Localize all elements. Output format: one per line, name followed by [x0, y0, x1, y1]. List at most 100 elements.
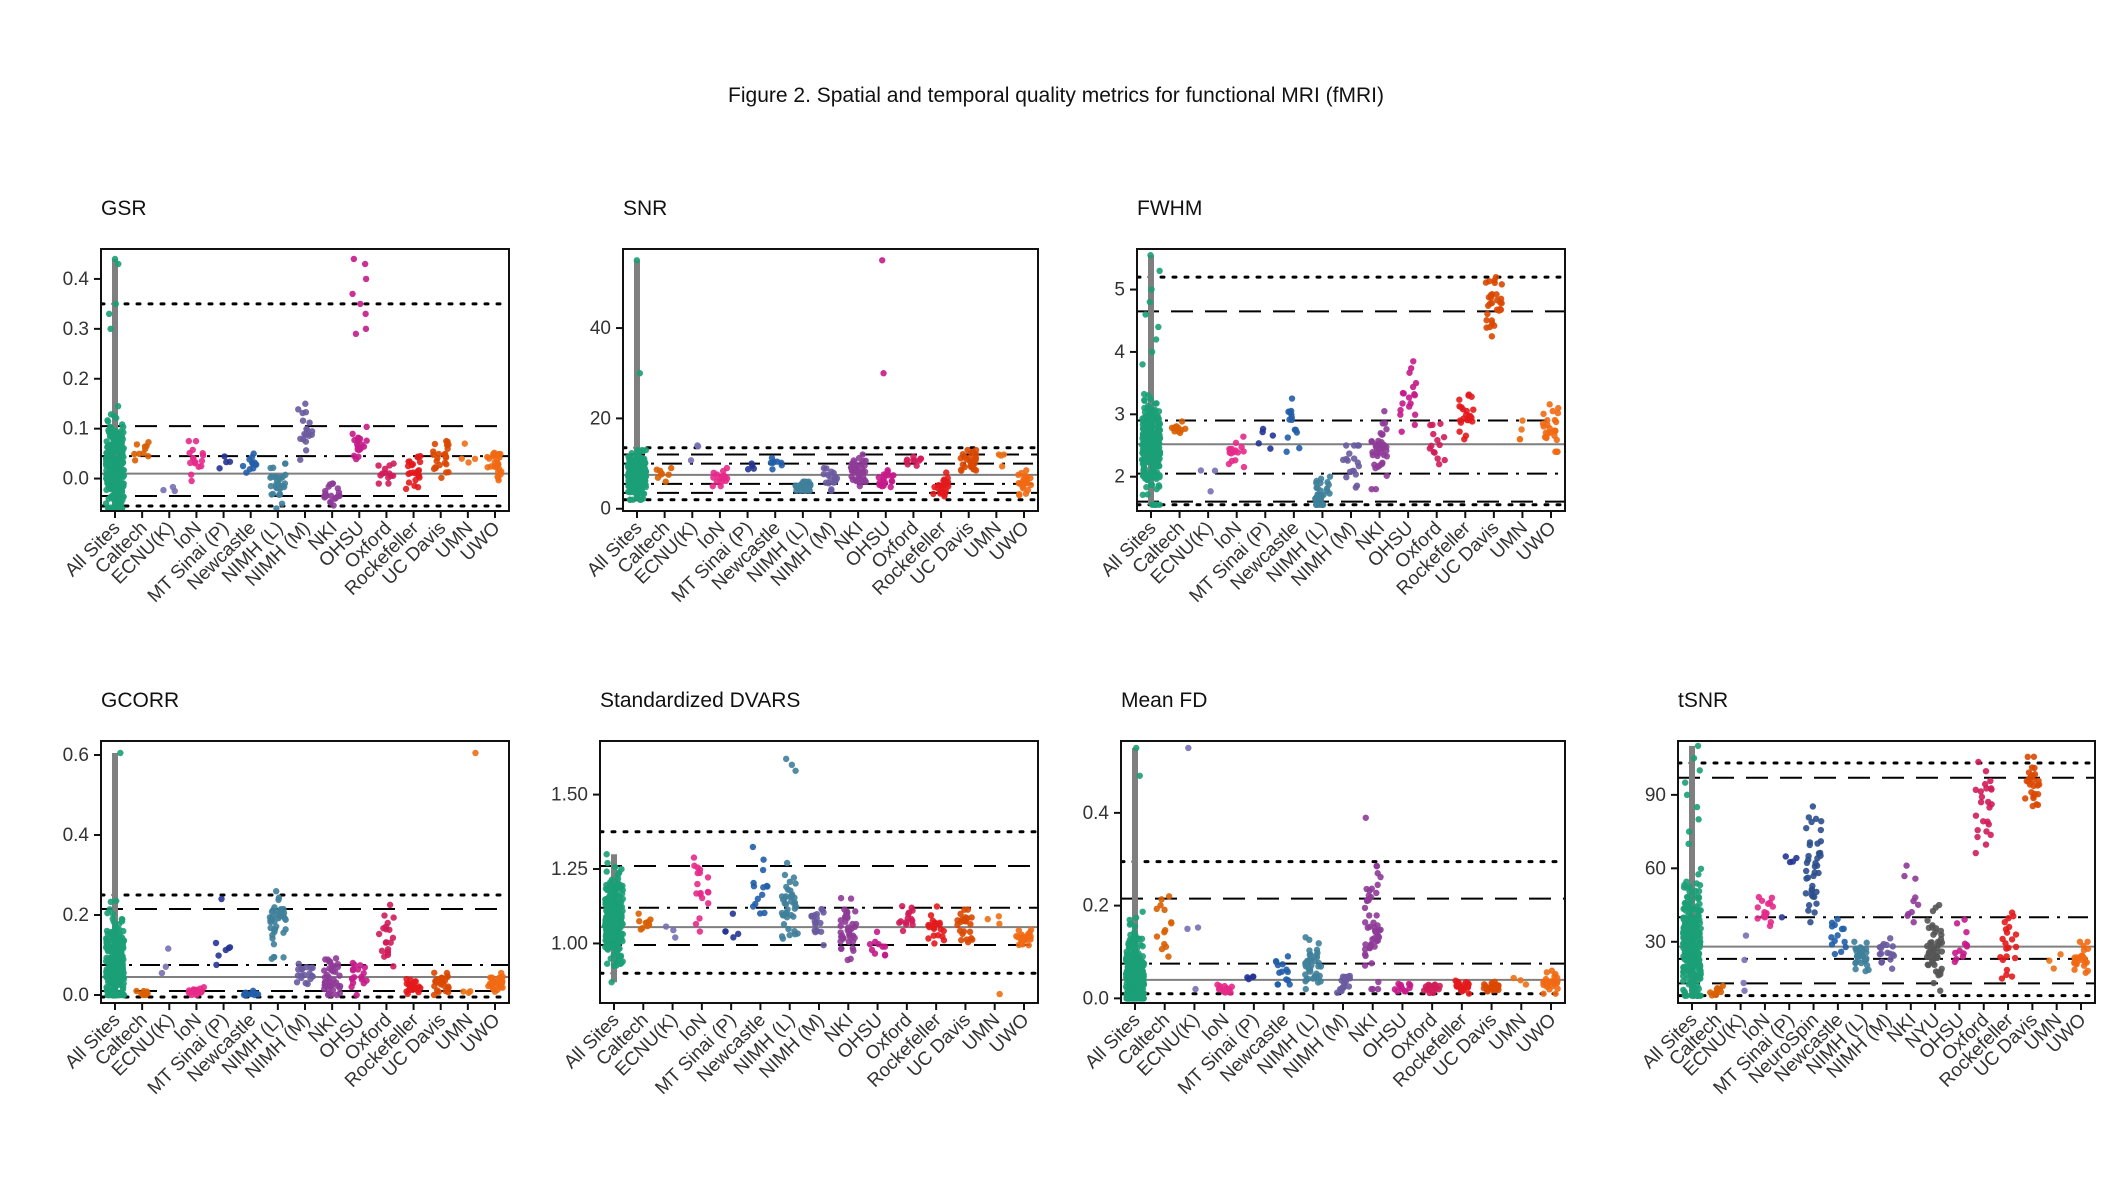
data-point — [302, 431, 310, 438]
data-point — [904, 461, 911, 468]
data-point — [1374, 442, 1382, 449]
range-bar — [112, 258, 118, 509]
data-point — [1312, 501, 1320, 508]
data-point — [1130, 989, 1138, 997]
data-point — [1878, 959, 1885, 966]
data-point — [1974, 826, 1981, 834]
data-point — [2022, 795, 2029, 802]
data-point — [1434, 455, 1441, 462]
data-point — [781, 871, 789, 879]
data-point — [902, 921, 910, 928]
data-point — [1984, 818, 1991, 825]
data-point — [1128, 959, 1136, 967]
data-point — [1361, 919, 1369, 926]
data-point — [145, 452, 152, 460]
data-point — [1302, 985, 1309, 993]
data-point — [1406, 369, 1413, 376]
data-point — [280, 954, 287, 961]
data-point — [1908, 908, 1915, 916]
data-point — [108, 981, 115, 988]
data-point — [658, 470, 665, 477]
data-point — [192, 437, 200, 445]
data-point — [1165, 953, 1172, 960]
data-point — [1695, 956, 1702, 963]
data-point — [1315, 963, 1322, 970]
series-umn — [995, 451, 1008, 470]
data-point — [1802, 867, 1810, 875]
data-point — [274, 480, 282, 487]
data-point — [1457, 987, 1465, 994]
data-point — [1552, 990, 1559, 997]
data-point — [1307, 951, 1314, 958]
data-point — [362, 325, 370, 333]
data-point — [1488, 291, 1496, 298]
data-point — [465, 459, 472, 466]
data-point — [1411, 392, 1419, 399]
data-point — [1144, 429, 1151, 436]
data-point — [1681, 779, 1689, 786]
data-point — [837, 894, 845, 902]
data-point — [1498, 281, 1506, 288]
series-uwo — [2071, 938, 2092, 976]
range-bar — [112, 753, 118, 995]
data-point — [1373, 862, 1381, 870]
data-point — [1024, 486, 1032, 494]
series-caltech — [133, 987, 151, 999]
series-ion — [709, 464, 731, 490]
plot-frame — [599, 740, 1039, 1004]
data-point — [880, 370, 887, 377]
data-point — [2003, 966, 2011, 974]
data-point — [145, 438, 152, 446]
data-point — [269, 464, 277, 471]
data-point — [1249, 973, 1257, 980]
data-point — [119, 940, 126, 948]
data-point — [117, 427, 125, 435]
data-point — [406, 986, 413, 994]
data-point — [102, 460, 110, 467]
data-point — [1814, 855, 1821, 862]
data-point — [1374, 463, 1382, 470]
data-point — [1156, 435, 1164, 442]
data-point — [1809, 803, 1817, 810]
data-point — [118, 450, 126, 458]
data-point — [1131, 923, 1139, 930]
data-point — [1877, 950, 1885, 957]
data-point — [936, 921, 943, 928]
series-umn — [460, 749, 479, 996]
series-umn — [1510, 974, 1530, 988]
data-point — [909, 917, 916, 925]
data-point — [1397, 981, 1405, 989]
data-point — [1361, 962, 1369, 969]
y-tick-label: 0.6 — [63, 745, 89, 766]
data-point — [1435, 461, 1443, 468]
data-point — [604, 859, 611, 867]
data-point — [996, 990, 1003, 998]
series-nimh-l- — [792, 478, 814, 494]
data-point — [494, 474, 502, 482]
y-tick-label: 0.4 — [63, 269, 90, 290]
series-nimh-l- — [267, 460, 289, 511]
data-point — [780, 921, 788, 928]
series-rockefeller — [1456, 391, 1477, 443]
data-point — [1679, 972, 1687, 980]
data-point — [1686, 928, 1694, 936]
data-point — [1694, 963, 1701, 971]
data-point — [158, 969, 166, 977]
data-point — [1683, 791, 1691, 799]
data-point — [491, 463, 499, 471]
data-point — [437, 981, 445, 988]
data-point — [246, 465, 254, 473]
data-point — [866, 940, 874, 948]
data-point — [360, 443, 368, 450]
data-point — [198, 457, 206, 465]
data-point — [1930, 979, 1937, 987]
data-point — [1346, 450, 1353, 457]
data-point — [857, 479, 864, 486]
series-umn — [458, 440, 479, 466]
data-point — [354, 443, 361, 451]
data-point — [380, 925, 387, 932]
data-point — [119, 459, 127, 466]
series-neurospin — [1802, 803, 1825, 926]
